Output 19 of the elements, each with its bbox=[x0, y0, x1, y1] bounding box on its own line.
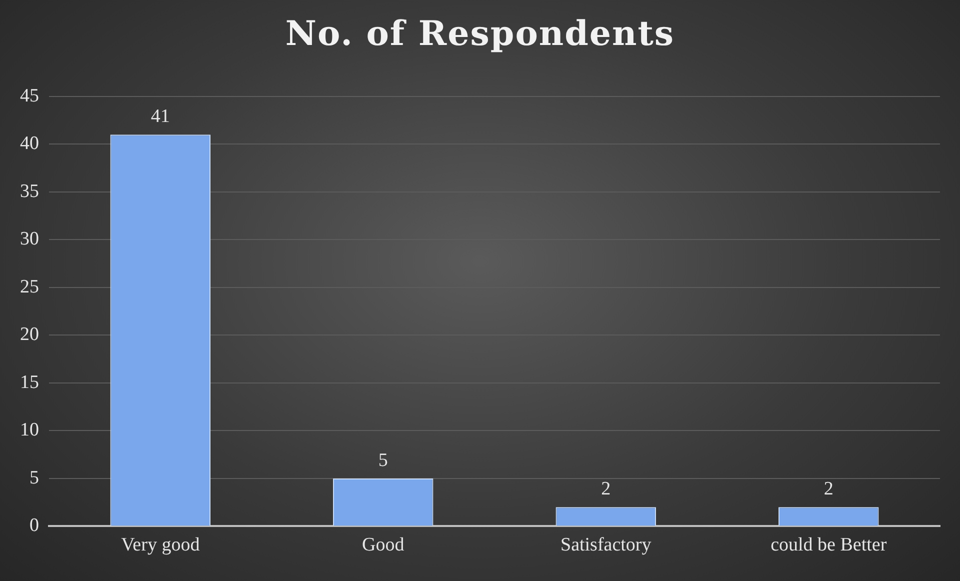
y-tick-label: 15 bbox=[20, 372, 39, 393]
x-tick-label: Satisfactory bbox=[560, 534, 652, 556]
y-tick-label: 45 bbox=[20, 85, 39, 106]
y-tick-label: 40 bbox=[20, 133, 39, 154]
data-label: 2 bbox=[824, 478, 834, 500]
data-label: 41 bbox=[150, 106, 170, 128]
data-label: 2 bbox=[601, 478, 611, 500]
x-tick-label: Good bbox=[362, 534, 405, 556]
y-tick-label: 5 bbox=[30, 467, 39, 488]
x-tick-label: could be Better bbox=[770, 534, 888, 556]
data-label: 5 bbox=[378, 450, 388, 471]
y-tick-label: 35 bbox=[20, 180, 39, 202]
y-tick-label: 30 bbox=[20, 228, 39, 250]
y-tick-label: 25 bbox=[20, 276, 39, 298]
chart-title: No. of Respondents bbox=[284, 14, 676, 54]
y-tick-label: 20 bbox=[20, 324, 39, 346]
y-tick-label: 10 bbox=[20, 420, 39, 441]
x-tick-label: Very good bbox=[121, 534, 200, 556]
y-tick-label: 0 bbox=[30, 515, 39, 536]
